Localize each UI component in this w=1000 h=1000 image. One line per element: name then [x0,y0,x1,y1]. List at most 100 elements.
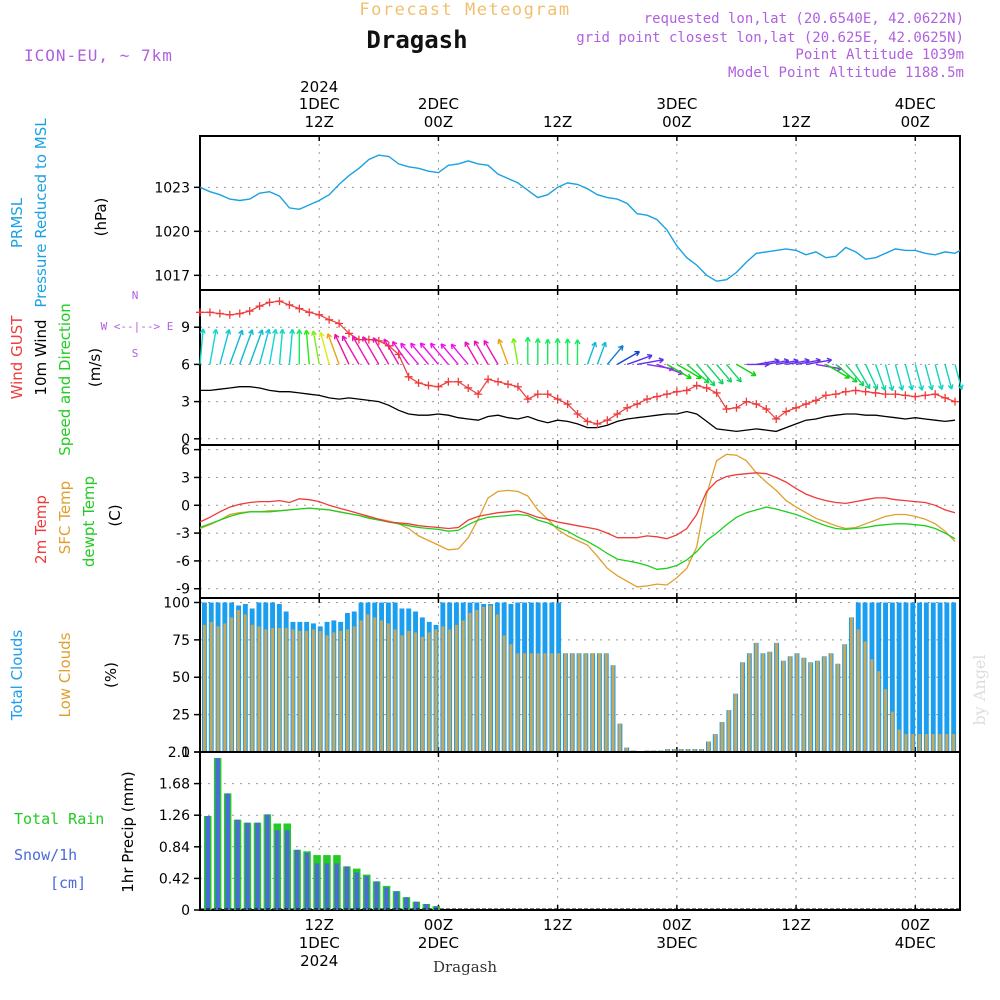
wind-direction-arrow [864,364,879,390]
dewpt-temp-line [199,506,956,570]
total-cloud-bar [896,602,902,752]
wind-direction-arrow [855,364,871,390]
gust-marker [205,308,214,317]
low-cloud-bar [529,653,533,752]
low-cloud-bar [223,623,227,752]
wind-direction-arrow [706,363,724,385]
temp-unit: (C) [106,504,124,526]
low-cloud-bar [489,605,492,752]
wind-10m-label: 10m Wind [32,319,50,395]
gust-marker [772,414,781,423]
compass-west-east: W <--|--> E [101,320,174,333]
total-rain-label: Total Rain [14,810,104,828]
low-cloud-bar [543,653,547,752]
wind-direction-arrow [239,329,254,365]
gust-marker [404,372,413,381]
gust-marker [235,309,244,318]
low-cloud-bar [475,610,479,752]
wind-direction-arrow [954,364,964,390]
total-cloud-bar [917,602,922,752]
sfc-temp-line [199,453,956,588]
wind-direction-arrow [326,333,340,365]
wind-direction-arrow [636,357,664,366]
low-cloud-bar [884,689,887,752]
snow-unit-label: [cm] [50,874,86,892]
low-cloud-bar [781,660,785,752]
gust-marker [951,397,960,406]
low-cloud-bar [877,671,881,752]
wind-direction-arrow [596,341,607,365]
snow-bar [424,904,429,910]
gust-marker [911,392,920,401]
low-cloud-bar [509,644,513,752]
temp-panel: -9 -6 -3 0 3 6 2m Temp SFC Temp dewpt Temp (C) [32,443,961,599]
top-time-label: 2DEC [418,95,459,113]
gust-marker [722,405,731,414]
snow-bar [235,819,240,910]
y-tick-label: 0 [181,745,190,761]
wind-direction-arrow [934,364,944,390]
gust-marker [265,298,274,307]
wind-direction-arrow [616,350,640,366]
wind-direction-arrow [372,337,390,365]
y-tick-label: 25 [172,708,190,724]
gust-marker [255,302,264,311]
low-cloud-bar [713,734,717,752]
y-tick-label: -6 [176,554,190,570]
gust-marker [941,393,950,402]
low-cloud-bar [461,620,465,752]
bottom-time-label: 12Z [543,916,572,934]
dewpt-temp-label: dewpt Temp [80,476,98,567]
wind-direction-arrow [904,364,915,391]
clouds-panel: 0 25 50 75 100 Total Clouds Low Clouds (%) [8,595,961,761]
low-cloud-bar [911,734,915,752]
low-cloud-bar [291,629,295,752]
compass-north: N [132,289,139,302]
total-cloud-bar [883,602,888,752]
low-cloud-bar [495,614,499,752]
wind-direction-arrow [429,342,449,365]
total-cloud-bar [930,602,936,752]
snow-bar [364,876,369,910]
wind-direction-arrow [303,329,310,365]
low-cloud-bar [625,747,629,752]
low-cloud-bar [720,722,724,752]
gust-marker [464,383,473,392]
low-cloud-bar [325,635,329,752]
low-cloud-bar [843,644,847,752]
wind-direction-arrow [497,338,509,365]
sfc-temp-label: SFC Temp [56,481,74,554]
pressure-panel: 1017 1020 1023 PRMSL Pressure Reduced to MSL… [8,118,961,308]
gust-marker [454,377,463,386]
wind-direction-arrow [318,331,330,365]
gust-marker [573,410,582,418]
gust-marker [245,307,254,316]
snow-bar [404,897,409,910]
gust-marker [523,395,532,404]
bottom-time-label: 12Z [305,916,334,934]
gust-marker [931,390,940,399]
gust-marker [325,315,334,324]
prmsl-label: PRMSL [8,197,26,248]
wind-direction-arrow [268,328,278,365]
low-cloud-bar [938,734,942,752]
low-cloud-bar [754,642,758,752]
low-cloud-bar [897,729,901,752]
low-cloud-bar [386,623,390,752]
wind-direction-arrow [924,364,934,391]
gust-marker [871,388,880,397]
y-tick-label: 2.1 [168,745,190,761]
top-time-label: 2024 [300,78,338,96]
gust-marker [354,335,363,344]
gust-marker [821,391,830,400]
gust-marker [762,405,771,414]
gust-marker [484,375,493,384]
low-cloud-bar [237,610,240,752]
total-cloud-bar [903,602,909,752]
gust-marker [553,395,562,404]
gust-marker [225,310,234,319]
low-cloud-bar [380,620,383,752]
wind-unit: (m/s) [86,348,104,387]
gust-marker [613,410,622,418]
wind-direction-arrow [716,363,733,383]
